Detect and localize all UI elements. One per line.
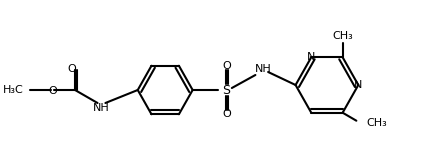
Text: NH: NH (93, 103, 110, 113)
Text: CH₃: CH₃ (332, 31, 353, 41)
Text: O: O (48, 86, 57, 96)
Text: O: O (68, 64, 76, 74)
Text: O: O (223, 61, 232, 71)
Text: CH₃: CH₃ (366, 118, 387, 128)
Text: S: S (222, 83, 230, 96)
Text: H₃C: H₃C (3, 85, 24, 95)
Text: O: O (223, 109, 232, 119)
Text: N: N (354, 80, 363, 90)
Text: N: N (307, 52, 315, 62)
Text: NH: NH (255, 64, 272, 74)
